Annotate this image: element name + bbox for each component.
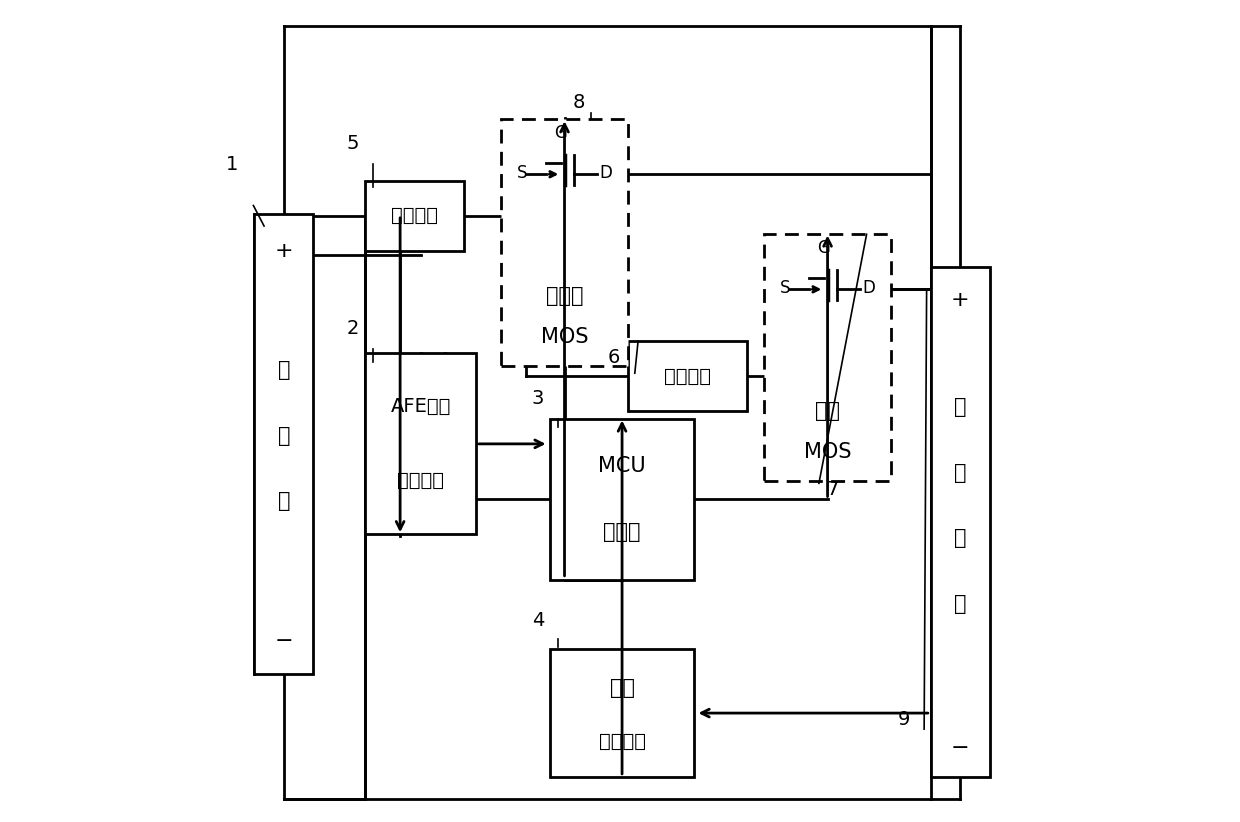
Bar [551, 649, 694, 777]
Bar [254, 214, 314, 674]
Text: MCU: MCU [598, 456, 646, 477]
Text: 力: 力 [954, 463, 966, 483]
Text: 3: 3 [532, 389, 544, 409]
Text: 4: 4 [532, 611, 544, 630]
Text: AFE前端: AFE前端 [391, 397, 451, 417]
Bar [551, 419, 694, 580]
Bar [629, 341, 748, 411]
Text: 7: 7 [826, 479, 838, 499]
Text: 池: 池 [278, 426, 290, 446]
Text: 控制器: 控制器 [604, 522, 641, 543]
Text: G: G [554, 124, 567, 142]
Text: 检测电阱: 检测电阱 [391, 206, 438, 225]
Text: 电: 电 [278, 360, 290, 380]
Text: 预充: 预充 [815, 401, 839, 421]
Text: 2: 2 [347, 319, 360, 339]
Text: D: D [599, 164, 613, 182]
Text: G: G [817, 239, 830, 257]
Text: 8: 8 [573, 93, 585, 113]
Bar [931, 267, 990, 777]
Text: 组: 组 [278, 492, 290, 511]
Bar [365, 353, 476, 534]
Bar [365, 181, 464, 251]
Text: 检测单元: 检测单元 [599, 732, 646, 751]
Text: +: + [274, 241, 293, 261]
Text: +: + [951, 290, 970, 310]
Text: 9: 9 [898, 709, 910, 729]
Text: S: S [780, 279, 790, 297]
Text: −: − [951, 738, 970, 758]
Text: 部: 部 [954, 529, 966, 548]
Text: MOS: MOS [804, 442, 852, 462]
Text: 动: 动 [954, 397, 966, 417]
Text: D: D [862, 279, 875, 297]
Text: 主功率: 主功率 [546, 286, 583, 306]
Text: MOS: MOS [541, 327, 588, 347]
Text: 1: 1 [226, 155, 238, 174]
Text: 件: 件 [954, 594, 966, 614]
Text: 5: 5 [347, 134, 360, 154]
Text: S: S [517, 164, 527, 182]
Text: 预充电阱: 预充电阱 [665, 367, 712, 386]
Text: −: − [274, 631, 293, 651]
Text: 短路: 短路 [610, 678, 635, 699]
Bar [764, 234, 892, 481]
Text: 6: 6 [608, 348, 620, 367]
Bar [501, 119, 629, 366]
Text: 检测单元: 检测单元 [397, 471, 444, 491]
